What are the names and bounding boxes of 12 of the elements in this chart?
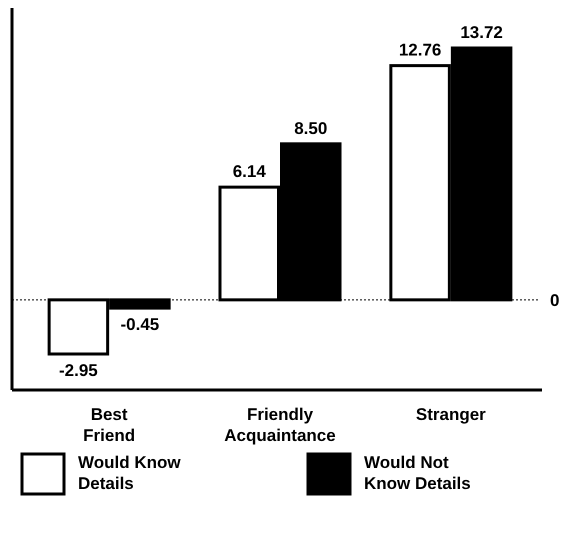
data-label: -0.45 bbox=[120, 315, 160, 334]
ref-line-label: 0 bbox=[550, 290, 560, 310]
x-tick-label: Friendly Acquaintance bbox=[224, 405, 336, 445]
x-tick-label: Best Friend bbox=[83, 405, 136, 445]
x-tick-label: Stranger bbox=[416, 405, 486, 424]
data-label: 12.76 bbox=[398, 40, 442, 60]
data-label: 8.50 bbox=[294, 118, 328, 138]
data-label: 6.14 bbox=[232, 162, 266, 182]
legend-label: Would Not Know Details bbox=[364, 453, 471, 493]
data-label: -2.95 bbox=[59, 361, 98, 380]
legend-label: Would Know Details bbox=[78, 453, 182, 493]
data-label: 13.72 bbox=[460, 23, 503, 42]
